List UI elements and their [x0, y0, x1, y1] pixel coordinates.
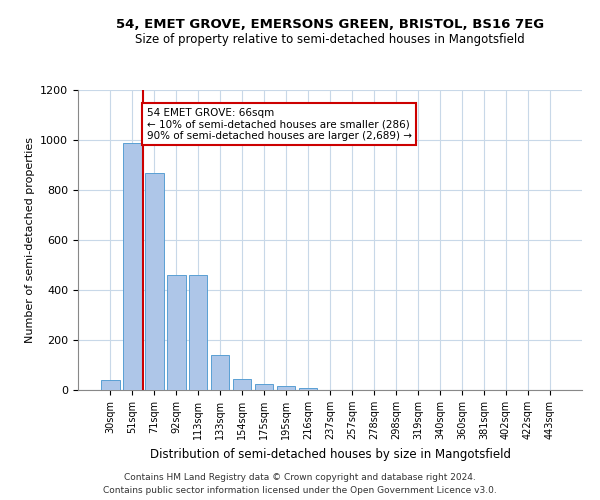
Bar — [299, 388, 317, 390]
Text: 54 EMET GROVE: 66sqm
← 10% of semi-detached houses are smaller (286)
90% of semi: 54 EMET GROVE: 66sqm ← 10% of semi-detac… — [146, 108, 412, 140]
Bar — [189, 275, 208, 390]
Bar — [211, 355, 229, 390]
Y-axis label: Number of semi-detached properties: Number of semi-detached properties — [25, 137, 35, 343]
Bar — [255, 384, 274, 390]
Text: Contains public sector information licensed under the Open Government Licence v3: Contains public sector information licen… — [103, 486, 497, 495]
X-axis label: Distribution of semi-detached houses by size in Mangotsfield: Distribution of semi-detached houses by … — [149, 448, 511, 460]
Bar — [101, 380, 119, 390]
Bar — [277, 386, 295, 390]
Text: Size of property relative to semi-detached houses in Mangotsfield: Size of property relative to semi-detach… — [135, 32, 525, 46]
Bar — [123, 142, 142, 390]
Text: 54, EMET GROVE, EMERSONS GREEN, BRISTOL, BS16 7EG: 54, EMET GROVE, EMERSONS GREEN, BRISTOL,… — [116, 18, 544, 30]
Bar — [233, 379, 251, 390]
Text: Contains HM Land Registry data © Crown copyright and database right 2024.: Contains HM Land Registry data © Crown c… — [124, 474, 476, 482]
Bar — [145, 172, 164, 390]
Bar — [167, 275, 185, 390]
